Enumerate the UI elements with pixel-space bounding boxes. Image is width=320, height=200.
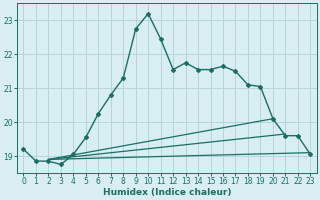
X-axis label: Humidex (Indice chaleur): Humidex (Indice chaleur): [103, 188, 231, 197]
